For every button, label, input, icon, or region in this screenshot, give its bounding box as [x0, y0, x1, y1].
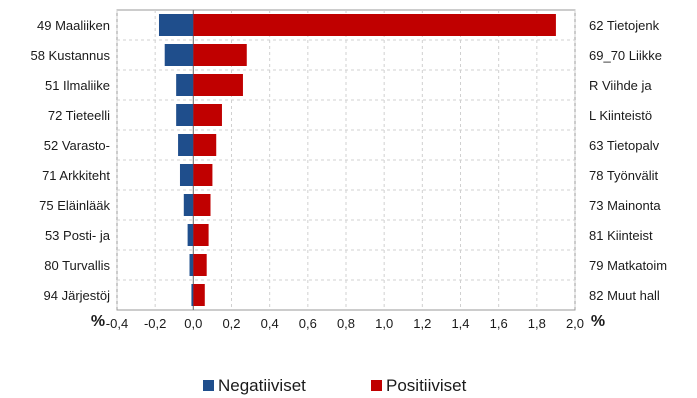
x-tick-label: -0,4: [106, 316, 128, 331]
bar-positive: [193, 104, 222, 126]
bar-positive: [193, 254, 207, 276]
right-category-label: 81 Kiinteist: [589, 228, 653, 243]
bar-negative: [178, 134, 194, 156]
right-category-label: 78 Työnvälit: [589, 168, 659, 183]
left-category-label: 75 Eläinlääk: [39, 198, 110, 213]
x-tick-label: 1,0: [375, 316, 393, 331]
right-category-label: L Kiinteistö: [589, 108, 652, 123]
bar-positive: [193, 44, 247, 66]
x-tick-label: 1,8: [528, 316, 546, 331]
right-category-label: 79 Matkatoim: [589, 258, 667, 273]
x-axis-unit-left: %: [91, 313, 105, 330]
bar-positive: [193, 164, 213, 186]
x-axis-unit-right: %: [591, 313, 605, 330]
legend-swatch-positive: [371, 380, 382, 391]
right-category-label: 62 Tietojenk: [589, 18, 660, 33]
bar-negative: [179, 164, 194, 186]
x-tick-label: 0,4: [261, 316, 279, 331]
x-tick-label: -0,2: [144, 316, 166, 331]
bar-positive: [193, 134, 217, 156]
right-category-label: 69_70 Liikke: [589, 48, 662, 63]
x-tick-label: 0,8: [337, 316, 355, 331]
legend: Negatiiviset Positiiviset: [203, 376, 467, 395]
left-category-label: 53 Posti- ja: [45, 228, 111, 243]
x-tick-label: 1,4: [451, 316, 469, 331]
bar-negative: [183, 194, 194, 216]
x-tick-label: 2,0: [566, 316, 584, 331]
bar-negative: [176, 74, 194, 96]
left-category-label: 52 Varasto-: [44, 138, 110, 153]
right-category-label: 73 Mainonta: [589, 198, 661, 213]
left-category-label: 94 Järjestöj: [44, 288, 111, 303]
x-tick-label: 0,2: [222, 316, 240, 331]
right-category-labels: 62 Tietojenk 69_70 Liikke R Viihde ja L Kii…: [589, 18, 667, 303]
bars-group: [158, 14, 556, 306]
left-category-label: 71 Arkkiteht: [42, 168, 110, 183]
x-tick-label: 0,6: [299, 316, 317, 331]
legend-label-positive: Positiiviset: [386, 376, 467, 395]
x-tick-label: 1,6: [490, 316, 508, 331]
left-category-label: 51 Ilmaliike: [45, 78, 110, 93]
bar-negative: [187, 224, 194, 246]
left-category-label: 72 Tieteelli: [48, 108, 110, 123]
right-category-label: 82 Muut hall: [589, 288, 660, 303]
right-category-label: R Viihde ja: [589, 78, 652, 93]
legend-swatch-negative: [203, 380, 214, 391]
bar-positive: [193, 194, 211, 216]
x-tick-label: 0,0: [184, 316, 202, 331]
left-category-label: 80 Turvallis: [44, 258, 110, 273]
bar-positive: [193, 14, 556, 36]
bar-negative: [191, 284, 194, 306]
bar-negative: [158, 14, 194, 36]
bar-positive: [193, 74, 243, 96]
bar-negative: [189, 254, 194, 276]
x-tick-label: 1,2: [413, 316, 431, 331]
right-category-label: 63 Tietopalv: [589, 138, 660, 153]
legend-label-negative: Negatiiviset: [218, 376, 306, 395]
left-category-label: 49 Maaliiken: [37, 18, 110, 33]
bar-positive: [193, 284, 205, 306]
x-tick-labels: -0,4 -0,2 0,0 0,2 0,4 0,6 0,8 1,0 1,2 1,4 1,6 1,8 2,…: [106, 316, 584, 331]
bar-negative: [164, 44, 194, 66]
left-category-labels: 49 Maaliiken 58 Kustannus 51 Ilmaliike 72 T…: [30, 18, 110, 303]
grid-lines: [116, 10, 576, 310]
left-category-label: 58 Kustannus: [30, 48, 110, 63]
bar-positive: [193, 224, 209, 246]
bar-negative: [176, 104, 194, 126]
